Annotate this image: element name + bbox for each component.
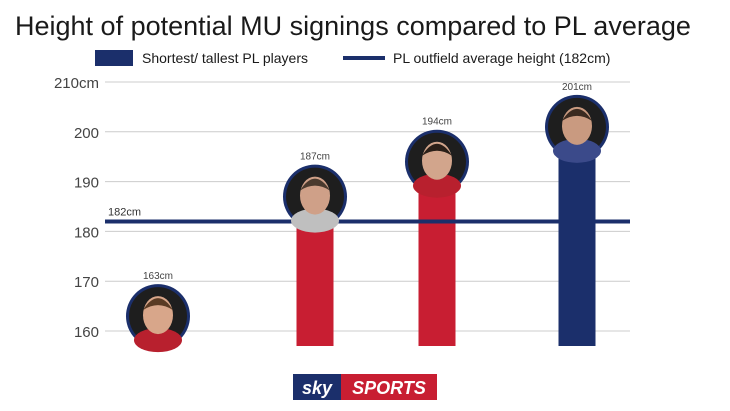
y-tick-label: 200 [74,125,99,142]
legend-line-marker [343,56,385,60]
bar-value-label: 194cm [422,117,452,128]
player-1-photo [126,284,190,353]
player-2-photo [283,164,347,233]
legend: Shortest/ tallest PL players PL outfield… [95,50,610,66]
y-tick-label: 170 [74,274,99,291]
avatar-shirt [134,328,182,353]
avatar-hair [422,143,452,156]
legend-box-marker [95,50,133,66]
bar [558,126,596,346]
chart-title: Height of potential MU signings compared… [15,11,691,41]
legend-label-extremes: Shortest/ tallest PL players [142,50,308,66]
sky-sports-logo: sky SPORTS [293,374,437,400]
legend-label-average: PL outfield average height (182cm) [393,50,610,66]
player-avatars [126,94,609,353]
avatar-shirt [413,173,461,198]
sports-logo-text: SPORTS [352,378,426,398]
average-line-group: 182cm [105,206,630,224]
avatar-hair [143,298,173,311]
y-tick-label: 180 [74,224,99,241]
value-labels: 163cm 187cm 194cm 201cm [143,82,592,282]
y-tick-label: 210cm [54,75,99,92]
player-4-photo [545,94,609,163]
avatar-shirt [291,208,339,233]
avatar-hair [562,108,592,121]
player-3-photo [405,129,469,198]
bars [139,126,596,346]
sports-logo-box [341,374,437,400]
gridlines [105,81,630,332]
sky-logo-text: sky [302,378,333,398]
avatar-hair [300,178,330,191]
bar-value-label: 187cm [300,152,330,163]
y-tick-label: 190 [74,175,99,192]
sky-logo-box [293,374,341,400]
average-line-label: 182cm [108,206,141,218]
y-tick-label: 160 [74,324,99,341]
y-axis-ticks: 210cm 200 190 180 170 160 [54,75,99,341]
avatar-shirt [553,138,601,163]
bar-value-label: 201cm [562,82,592,93]
bar-value-label: 163cm [143,271,173,282]
